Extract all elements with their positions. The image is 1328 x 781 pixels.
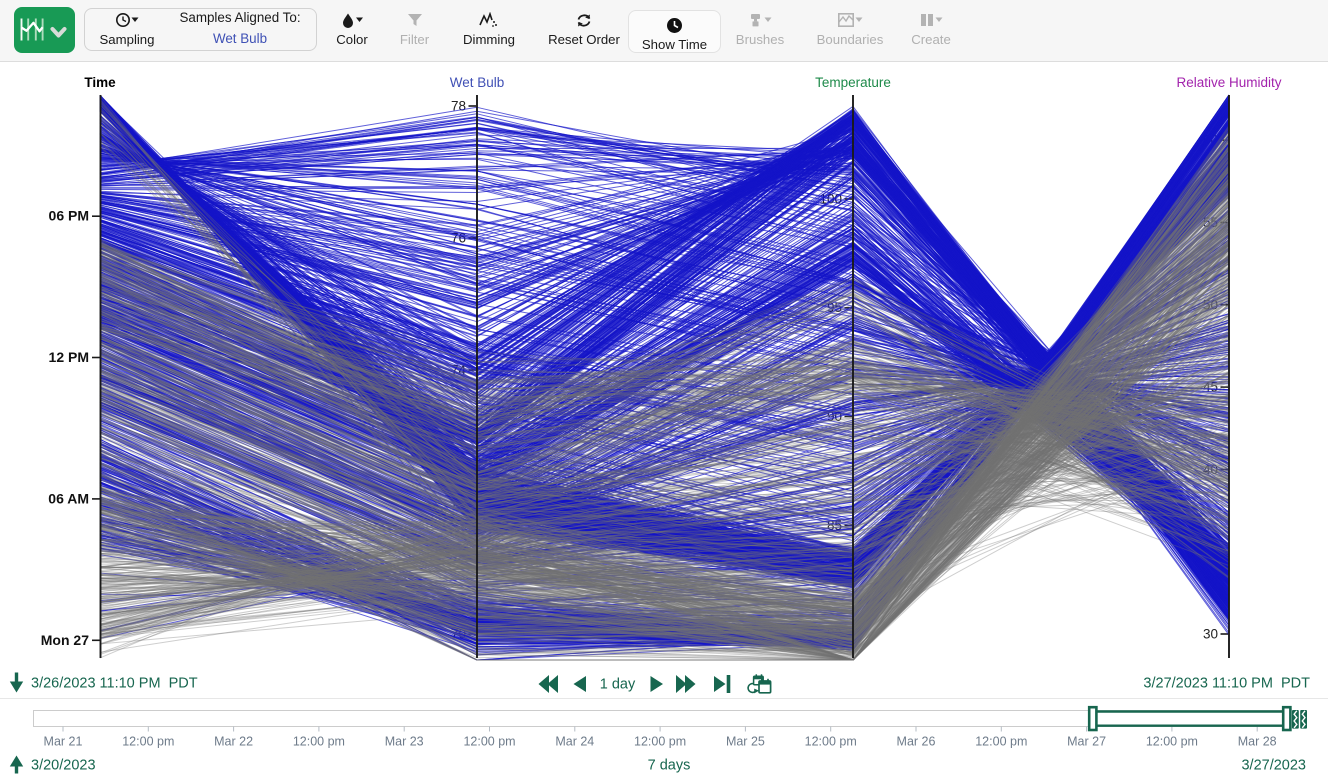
svg-text:Mar 23: Mar 23 [385, 735, 424, 749]
svg-text:30: 30 [1203, 627, 1218, 642]
svg-text:12:00 pm: 12:00 pm [1146, 735, 1198, 749]
svg-text:1 day: 1 day [600, 677, 636, 693]
svg-text:3/27/2023: 3/27/2023 [1241, 758, 1306, 774]
svg-text:Temperature: Temperature [815, 75, 891, 90]
svg-text:Mar 27: Mar 27 [1067, 735, 1106, 749]
svg-text:12:00 pm: 12:00 pm [463, 735, 515, 749]
svg-text:12:00 pm: 12:00 pm [805, 735, 857, 749]
svg-text:12 PM: 12 PM [49, 349, 89, 365]
svg-text:12:00 pm: 12:00 pm [293, 735, 345, 749]
svg-text:12:00 pm: 12:00 pm [634, 735, 686, 749]
svg-text:Mar 22: Mar 22 [214, 735, 253, 749]
svg-text:3/27/2023 11:10 PM PDT: 3/27/2023 11:10 PM PDT [1143, 676, 1310, 692]
svg-text:06 PM: 06 PM [49, 208, 89, 224]
svg-text:Relative Humidity: Relative Humidity [1176, 75, 1281, 90]
svg-text:12:00 pm: 12:00 pm [122, 735, 174, 749]
svg-text:3/20/2023: 3/20/2023 [31, 758, 96, 774]
svg-text:Mar 24: Mar 24 [555, 735, 594, 749]
svg-text:7 days: 7 days [648, 758, 691, 774]
svg-text:Mar 28: Mar 28 [1238, 735, 1277, 749]
svg-text:3/26/2023 11:10 PM PDT: 3/26/2023 11:10 PM PDT [31, 676, 198, 692]
svg-text:Wet Bulb: Wet Bulb [450, 75, 505, 90]
svg-text:Mar 25: Mar 25 [726, 735, 765, 749]
svg-text:Time: Time [84, 75, 116, 90]
svg-text:Mar 21: Mar 21 [44, 735, 83, 749]
svg-text:06 AM: 06 AM [48, 490, 89, 506]
svg-text:Mon 27: Mon 27 [41, 632, 89, 648]
svg-text:12:00 pm: 12:00 pm [975, 735, 1027, 749]
svg-text:Mar 26: Mar 26 [897, 735, 936, 749]
